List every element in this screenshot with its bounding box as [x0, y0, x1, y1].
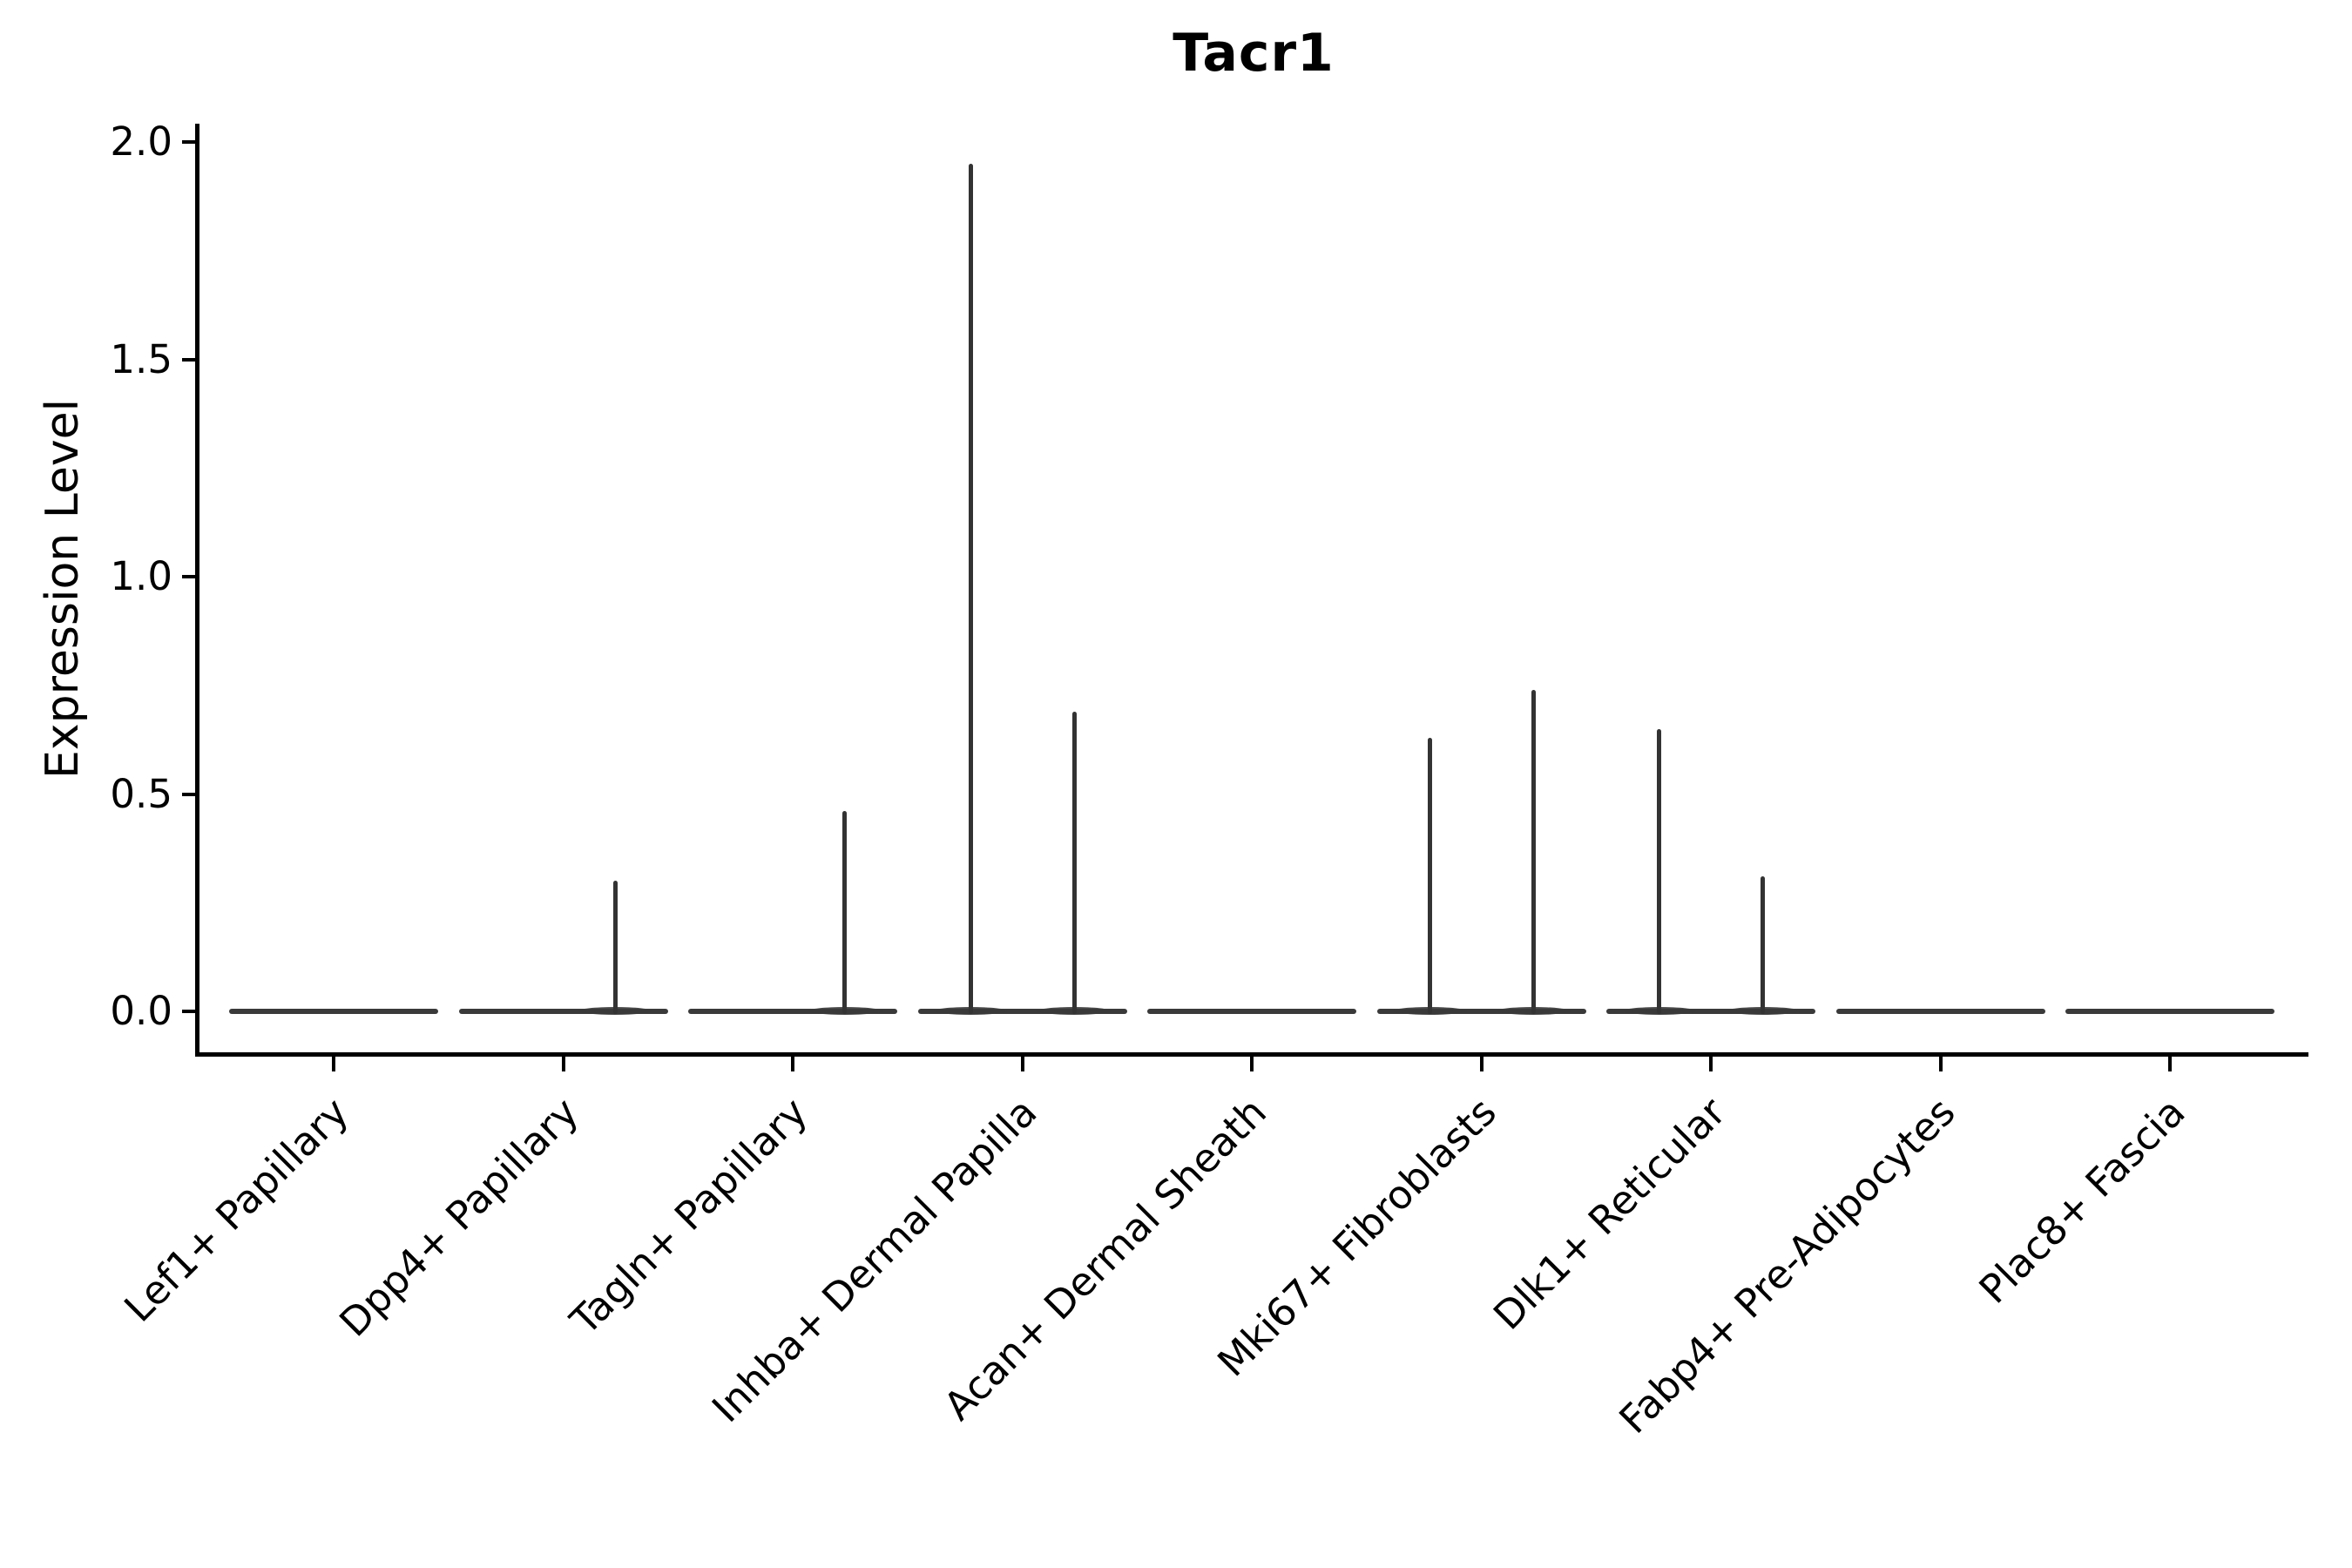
violin-baseline: [917, 1009, 1127, 1014]
y-tick-mark: [182, 575, 195, 578]
y-axis-spine: [195, 124, 199, 1057]
violin-baseline: [1376, 1009, 1586, 1014]
x-tick-label: Dpp4+ Papillary: [330, 1088, 587, 1346]
violin-spike: [1761, 876, 1765, 1014]
x-axis-spine: [195, 1052, 2308, 1057]
y-tick-mark: [182, 1010, 195, 1013]
x-tick-mark: [1020, 1057, 1024, 1071]
y-tick-label: 0.0: [110, 988, 172, 1034]
violin-baseline: [2065, 1009, 2274, 1014]
violin-baseline: [1606, 1009, 1815, 1014]
x-tick-label: Plac8+ Fascia: [1970, 1088, 2194, 1313]
x-tick-label: Tagln+ Papillary: [561, 1088, 817, 1344]
x-tick-mark: [1250, 1057, 1254, 1071]
violin-baseline: [1147, 1009, 1356, 1014]
x-tick-mark: [1479, 1057, 1484, 1071]
y-tick-mark: [182, 140, 195, 144]
y-tick-mark: [182, 792, 195, 796]
y-tick-label: 2.0: [110, 118, 172, 165]
x-tick-mark: [2168, 1057, 2172, 1071]
violin-spike: [1531, 689, 1536, 1014]
plot-title: Tacr1: [1173, 23, 1335, 84]
violin-spike: [842, 811, 847, 1014]
violin-baseline: [688, 1009, 897, 1014]
violin-baseline: [458, 1009, 668, 1014]
x-tick-mark: [561, 1057, 565, 1071]
violin-baseline: [1835, 1009, 2045, 1014]
violin-spike: [1427, 737, 1432, 1014]
violin-spike: [612, 881, 618, 1014]
y-tick-mark: [182, 357, 195, 362]
violin-baseline: [229, 1009, 438, 1014]
x-tick-mark: [332, 1057, 335, 1071]
violin-spike: [1657, 728, 1661, 1014]
x-tick-label: Dlk1+ Reticular: [1484, 1088, 1735, 1339]
y-tick-label: 1.5: [110, 335, 172, 382]
x-tick-label: Lef1+ Papillary: [115, 1088, 358, 1331]
x-tick-mark: [1709, 1057, 1713, 1071]
violin-spike: [1071, 711, 1077, 1014]
x-tick-mark: [1938, 1057, 1943, 1071]
y-tick-label: 1.0: [110, 553, 172, 599]
y-tick-label: 0.5: [110, 770, 172, 817]
violin-spike: [968, 163, 973, 1014]
x-tick-mark: [791, 1057, 794, 1071]
